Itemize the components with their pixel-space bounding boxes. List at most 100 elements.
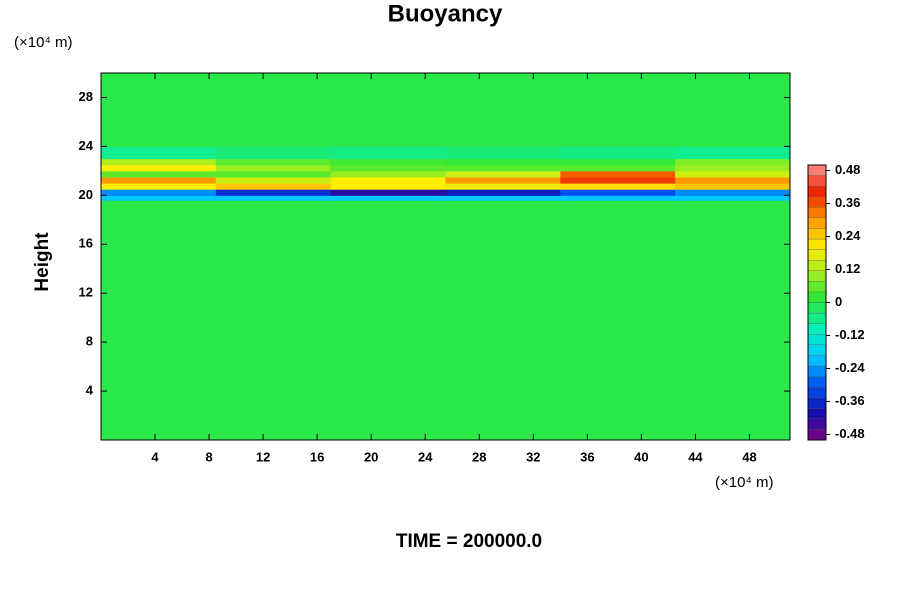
- colorbar-step: [807, 228, 827, 240]
- heat-cell: [675, 189, 791, 196]
- heat-cell: [101, 189, 217, 196]
- colorbar-step: [807, 312, 827, 324]
- heat-cell: [101, 200, 217, 441]
- heat-cell: [560, 183, 676, 190]
- x-tick-label: 16: [310, 449, 324, 464]
- y-tick-label: 16: [79, 236, 93, 251]
- heat-cell: [215, 200, 332, 441]
- heat-cell: [445, 189, 561, 196]
- annotation: TIME = 200000.0: [396, 531, 542, 552]
- heat-cell: [445, 73, 561, 147]
- heat-cell: [101, 183, 217, 190]
- heat-cell: [675, 195, 791, 201]
- heat-cell: [330, 200, 446, 441]
- heat-cell: [560, 158, 676, 166]
- colorbar-step: [807, 365, 827, 377]
- colorbar-step: [807, 270, 827, 282]
- heat-cell: [215, 170, 332, 178]
- heat-cell: [330, 176, 446, 184]
- x-tick-label: 20: [364, 449, 378, 464]
- heat-cell: [330, 195, 446, 201]
- colorbar-tick-label: -0.12: [835, 327, 865, 342]
- colorbar-tick-label: -0.24: [835, 360, 865, 375]
- colorbar-step: [807, 429, 827, 441]
- y-axis-label: Height: [32, 232, 53, 292]
- plot-frame: [100, 72, 791, 441]
- heat-cell: [560, 170, 676, 178]
- x-tick-label: 44: [688, 449, 703, 464]
- colorbar-step: [807, 291, 827, 303]
- x-tick-label: 12: [256, 449, 270, 464]
- x-tick-label: 24: [418, 449, 433, 464]
- heat-cell: [560, 146, 676, 160]
- x-tick-label: 28: [472, 449, 486, 464]
- heat-cell: [675, 200, 791, 441]
- y-tick-label: 8: [86, 334, 93, 349]
- heat-cell: [215, 176, 332, 184]
- heat-cell: [445, 170, 561, 178]
- heat-cell: [101, 158, 217, 166]
- heat-cell: [215, 195, 332, 201]
- heat-cell: [675, 183, 791, 190]
- heat-cell: [560, 73, 676, 147]
- colorbar-step: [807, 249, 827, 261]
- heat-cell: [445, 146, 561, 160]
- x-tick-label: 48: [742, 449, 756, 464]
- y-tick-label: 28: [79, 89, 93, 104]
- heat-cell: [215, 73, 332, 147]
- y-tick-label: 24: [79, 138, 94, 153]
- heat-cell: [330, 158, 446, 166]
- heat-cell: [560, 189, 676, 196]
- heat-cell: [101, 73, 217, 147]
- heat-cell: [675, 176, 791, 184]
- heat-cell: [445, 158, 561, 166]
- heat-cell: [675, 146, 791, 160]
- colorbar-tick-label: 0.12: [835, 261, 860, 276]
- x-tick-label: 36: [580, 449, 594, 464]
- x-tick-label: 8: [205, 449, 212, 464]
- heat-cell: [560, 164, 676, 172]
- colorbar-tick-label: 0.48: [835, 162, 860, 177]
- colorbar-step: [807, 238, 827, 250]
- colorbar-step: [807, 344, 827, 356]
- y-tick-label: 4: [86, 383, 94, 398]
- colorbar-step: [807, 355, 827, 367]
- heat-cell: [675, 73, 791, 147]
- heat-cell: [215, 189, 332, 196]
- colorbar-tick-label: -0.36: [835, 393, 865, 408]
- colorbar-step: [807, 323, 827, 335]
- heat-cell: [215, 183, 332, 190]
- heat-cell: [445, 200, 561, 441]
- y-tick-label: 20: [79, 187, 93, 202]
- heat-cell: [330, 164, 446, 172]
- heat-cell: [101, 164, 217, 172]
- chart-title: Buoyancy: [388, 0, 503, 27]
- heat-cell: [675, 164, 791, 172]
- colorbar-step: [807, 186, 827, 197]
- colorbar-tick-label: -0.48: [835, 426, 865, 441]
- heat-cell: [445, 176, 561, 184]
- colorbar-step: [807, 260, 827, 271]
- heat-cell: [215, 158, 332, 166]
- colorbar-tick-label: 0.24: [835, 228, 861, 243]
- colorbar-step: [807, 302, 827, 314]
- colorbar-step: [807, 281, 827, 293]
- x-tick-label: 4: [151, 449, 159, 464]
- colorbar-step: [807, 196, 827, 208]
- heat-cell: [101, 176, 217, 184]
- heat-cell: [445, 195, 561, 201]
- x-tick-label: 40: [634, 449, 648, 464]
- colorbar-step: [807, 408, 827, 419]
- colorbar-tick-label: 0: [835, 294, 842, 309]
- x-unit: (×10⁴ m): [715, 474, 774, 491]
- heat-cell: [330, 170, 446, 178]
- heat-cell: [330, 189, 446, 196]
- heat-cell: [675, 158, 791, 166]
- heat-cell: [560, 195, 676, 201]
- heat-cell: [330, 183, 446, 190]
- colorbar-step: [807, 386, 827, 398]
- colorbar-step: [807, 397, 827, 409]
- colorbar-step: [807, 334, 827, 345]
- heat-cell: [101, 170, 217, 178]
